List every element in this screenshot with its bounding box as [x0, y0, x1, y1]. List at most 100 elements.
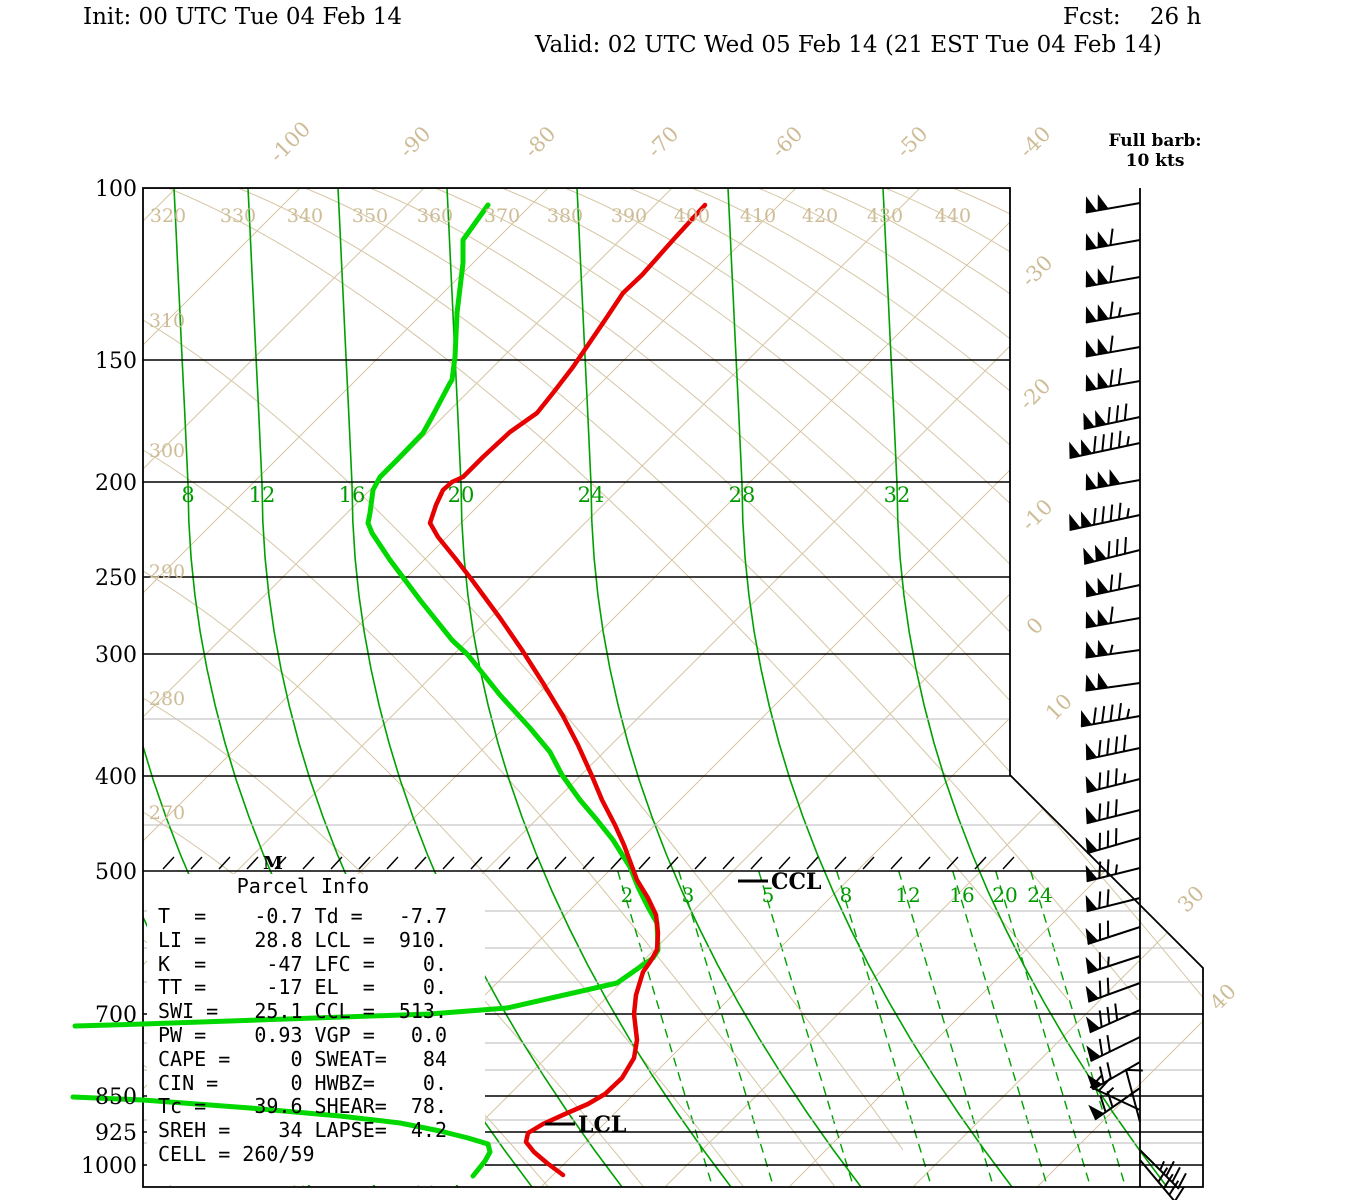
- wind-barb: [1085, 265, 1141, 288]
- moist-adiabat-line: [882, 188, 1168, 1187]
- isotherm-line: [143, 188, 610, 1187]
- mixing-ratio-line: [836, 870, 933, 1187]
- parcel-info-line: CELL = 260/59: [158, 1141, 315, 1166]
- hatch-tick: [946, 856, 959, 870]
- wind-barb: [1139, 1149, 1187, 1190]
- hatch-tick: [638, 856, 651, 870]
- dry-adiabat-line: [143, 570, 904, 1187]
- mixing-ratio-label: 16: [949, 883, 974, 907]
- init-time-label: Init: 00 UTC Tue 04 Feb 14: [83, 4, 403, 30]
- hatch-tick: [386, 856, 399, 870]
- wind-barb: [1124, 1068, 1143, 1123]
- hatch-tick: [666, 856, 679, 870]
- wind-barb: [1085, 228, 1141, 251]
- wind-barb: [1085, 799, 1141, 825]
- hatch-tick: [330, 856, 343, 870]
- isotherm-line: [1036, 188, 1203, 1187]
- dry-adiabat-line: [757, 188, 1203, 1001]
- pressure-label: 500: [95, 860, 137, 885]
- pressure-label: 700: [95, 1003, 137, 1028]
- dry-adiabat-line: [564, 188, 1203, 1001]
- dry-adiabat-line: [143, 1190, 903, 1200]
- moist-adiabat-label: 12: [249, 483, 276, 507]
- wind-barb: [1085, 977, 1141, 1003]
- mixing-ratio-label: 3: [682, 883, 695, 907]
- pressure-label: 400: [95, 765, 137, 790]
- dry-adiabat-label: 300: [149, 440, 185, 462]
- mixing-ratio-line: [952, 870, 1049, 1187]
- mixing-ratio-label: 20: [992, 883, 1017, 907]
- dry-adiabat-label: 330: [220, 205, 256, 227]
- dry-adiabat-line: [884, 188, 1203, 1001]
- hatch-tick: [918, 856, 931, 870]
- isotherm-line: [664, 188, 1203, 1187]
- dry-adiabat-line: [304, 188, 1203, 1001]
- hatch-tick: [974, 856, 987, 870]
- pressure-label: 1000: [81, 1154, 137, 1179]
- hatch-tick: [302, 856, 315, 870]
- dry-adiabat-label: 290: [149, 561, 185, 583]
- barb-legend-line1: Full barb:: [1109, 131, 1202, 151]
- wind-barb: [1085, 889, 1141, 913]
- isotherm-label: -70: [643, 122, 684, 163]
- isotherm-label: -20: [1015, 374, 1056, 415]
- wind-barb: [1085, 1003, 1141, 1034]
- moist-adiabat-label: 32: [884, 483, 911, 507]
- wind-barb: [1085, 734, 1141, 761]
- dry-adiabat-label: 270: [149, 802, 185, 824]
- pressure-label: 925: [95, 1121, 137, 1146]
- isotherm-label: -60: [767, 122, 808, 163]
- hatch-tick: [610, 856, 623, 870]
- hatch-tick: [414, 856, 427, 870]
- wind-barb: [1085, 367, 1141, 392]
- moist-adiabat-line: [727, 188, 1013, 1187]
- dry-adiabat-label: 400: [674, 205, 710, 227]
- dry-adiabat-label: 350: [352, 205, 388, 227]
- mixing-ratio-line: [1030, 870, 1127, 1187]
- mixing-ratio-line: [678, 870, 775, 1187]
- isotherm-line: [912, 188, 1203, 1187]
- wind-barb: [1086, 1034, 1141, 1063]
- isotherm-label: 40: [1205, 979, 1241, 1015]
- wind-barb: [1085, 572, 1141, 598]
- wind-barb: [1085, 194, 1141, 214]
- mixing-ratio-label: 8: [840, 883, 853, 907]
- valid-time-label: Valid: 02 UTC Wed 05 Feb 14 (21 EST Tue …: [535, 32, 1162, 58]
- isotherm-label: -30: [1017, 251, 1058, 292]
- hatch-tick: [778, 856, 791, 870]
- hatch-tick: [246, 856, 259, 870]
- isotherm-line: [416, 188, 1203, 1187]
- isotherm-label: 30: [1173, 881, 1209, 917]
- parcel-info-line: CIN = 0 HWBZ= 0.: [158, 1070, 447, 1095]
- parcel-info-line: T = -0.7 Td = -7.7: [158, 904, 447, 928]
- pressure-label: 200: [95, 471, 137, 496]
- parcel-info-title: Parcel Info: [236, 874, 370, 898]
- wind-barb: [1085, 828, 1141, 855]
- parcel-info-line: TT = -17 EL = 0.: [158, 975, 447, 1000]
- lcl-marker-label: LCL: [578, 1112, 626, 1138]
- chart-outline: [142, 187, 1204, 1188]
- wind-barb: [1083, 536, 1141, 565]
- mixing-ratio-label: 12: [895, 883, 920, 907]
- isotherm-label: -40: [1015, 122, 1056, 163]
- wind-barb: [1139, 1159, 1185, 1200]
- dry-adiabat-line: [143, 449, 904, 1187]
- dry-adiabat-label: 430: [867, 205, 903, 227]
- hatch-tick: [1002, 856, 1015, 870]
- isotherm-label: -90: [395, 122, 436, 163]
- isotherm-label: -80: [520, 122, 561, 163]
- moist-adiabat-label: 28: [729, 483, 756, 507]
- temperature-trace: [427, 202, 708, 1178]
- mixing-ratio-line: [898, 870, 995, 1187]
- wind-barb: [1083, 403, 1141, 430]
- isotherm-line: [143, 188, 486, 1187]
- mixing-ratio-line: [617, 870, 714, 1187]
- mixing-ratio-label: 24: [1027, 883, 1052, 907]
- isotherm-line: [788, 188, 1203, 1187]
- dry-adiabat-line: [434, 188, 1203, 1001]
- isotherm-line: [143, 188, 858, 1187]
- wind-barb: [1085, 920, 1141, 945]
- dry-adiabat-label: 390: [611, 205, 647, 227]
- forecast-hour-label: Fcst: 26 h: [1063, 4, 1202, 30]
